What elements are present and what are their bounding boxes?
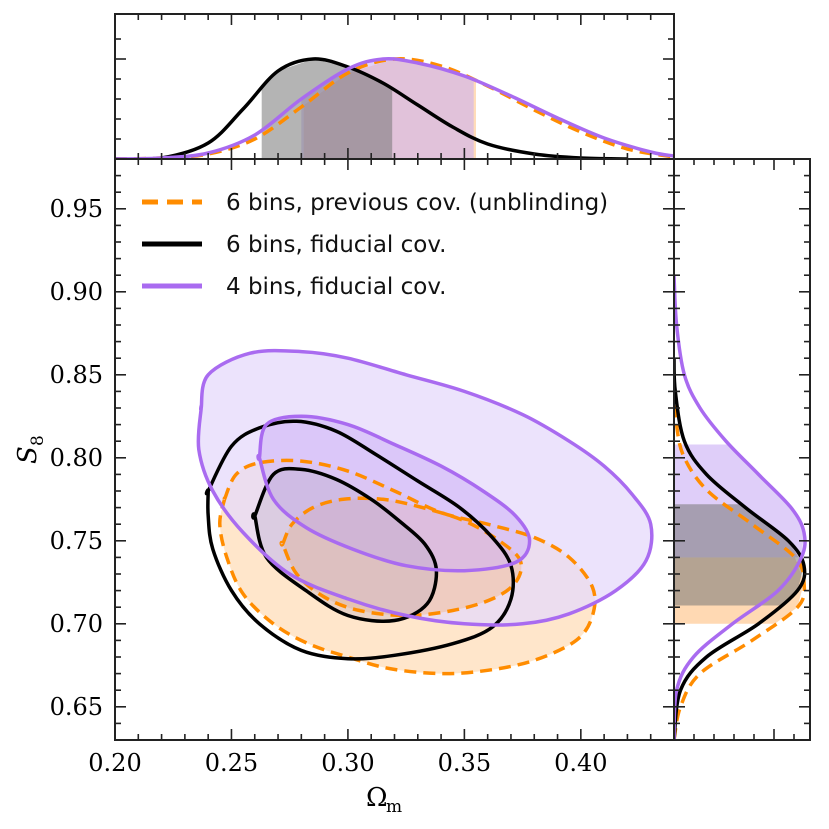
y-axis-title-subscript: 8 [28, 435, 48, 446]
x-axis-title: Ω m [366, 783, 402, 817]
prev-contour68-line [279, 496, 524, 618]
right-marginal-panel [673, 158, 811, 741]
bin4-omega-m-marginal-curve [115, 57, 674, 159]
legend: 6 bins, previous cov. (unblinding) 6 bins… [142, 190, 608, 300]
legend-label-prev: 6 bins, previous cov. (unblinding) [226, 190, 608, 216]
legend-label-bin4: 4 bins, fiducial cov. [226, 274, 446, 300]
y-tick-label: 0.75 [50, 527, 103, 555]
bin4-contour95-line [196, 348, 654, 627]
top-marginal-panel [114, 13, 675, 160]
x-axis-title-main: Ω [366, 783, 388, 813]
x-tick-label: 0.30 [321, 749, 374, 777]
prev-s8-marginal-curve [674, 374, 807, 740]
x-tick-label: 0.25 [205, 749, 258, 777]
fid6-s8-marginal-curve [674, 358, 807, 740]
y-tick-label: 0.80 [50, 444, 103, 472]
x-tick-label: 0.35 [438, 749, 491, 777]
y-tick-label: 0.85 [50, 361, 103, 389]
fid6-omega-m-interval-band [261, 59, 393, 159]
x-tick-label: 0.20 [88, 749, 141, 777]
bin4-contour68-line [256, 414, 532, 573]
fid6-contour95-line [204, 419, 516, 661]
main-contour-panel [114, 158, 675, 741]
main-panel-frame [114, 158, 675, 741]
y-tick-label: 0.70 [50, 610, 103, 638]
y-tick-label: 0.95 [50, 195, 103, 223]
fid6-s8-interval-band [674, 504, 804, 606]
fid6-omega-m-marginal-curve [115, 57, 628, 159]
prev-contour95-line [218, 458, 597, 676]
legend-label-fid6: 6 bins, fiducial cov. [226, 232, 446, 258]
x-tick-label: 0.40 [554, 749, 607, 777]
y-tick-label: 0.65 [50, 693, 103, 721]
y-tick-label: 0.90 [50, 278, 103, 306]
y-axis-title-main: S [13, 446, 43, 464]
y-axis-title: S 8 [13, 435, 48, 464]
bin4-contour68-fill [258, 416, 530, 571]
x-axis-title-subscript: m [386, 797, 402, 817]
bin4-s8-marginal-curve [674, 275, 807, 740]
